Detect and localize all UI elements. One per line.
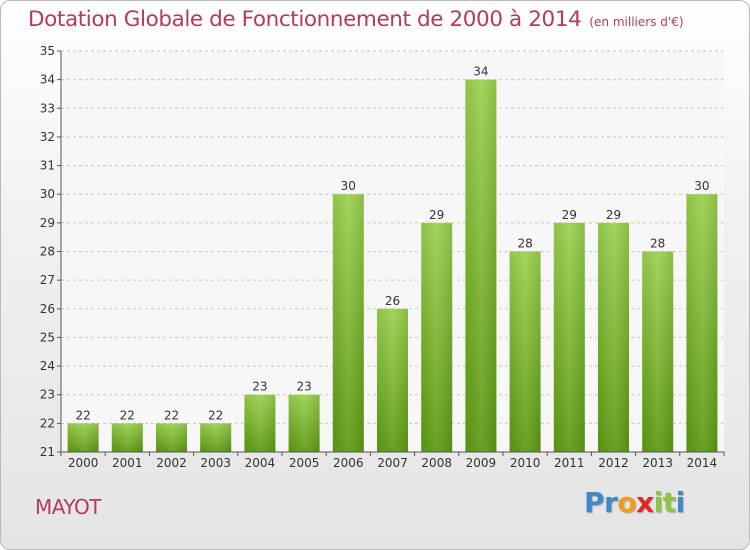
- bar-shade: [67, 423, 99, 452]
- bar-shade: [421, 222, 453, 452]
- bar-shade: [377, 308, 408, 452]
- x-tick-label: 2006: [333, 456, 364, 470]
- data-label: 22: [75, 408, 90, 422]
- x-tick-label: 2003: [200, 456, 231, 470]
- bar-shade: [553, 222, 585, 452]
- data-label: 34: [473, 65, 488, 79]
- commune-name: MAYOT: [35, 495, 101, 519]
- x-tick-label: 2005: [289, 456, 320, 470]
- x-tick-label: 2013: [642, 456, 673, 470]
- y-tick-label: 22: [40, 416, 55, 430]
- y-tick-label: 30: [40, 187, 55, 201]
- y-tick-label: 27: [40, 273, 55, 287]
- data-label: 29: [606, 208, 621, 222]
- chart-units: (en milliers d'€): [589, 15, 684, 29]
- bar-shade: [200, 423, 232, 452]
- y-tick-label: 29: [40, 216, 55, 230]
- data-label: 30: [341, 179, 356, 193]
- x-tick-label: 2007: [377, 456, 408, 470]
- chart-title: Dotation Globale de Fonctionnement de 20…: [28, 7, 684, 32]
- data-label: 26: [385, 294, 400, 308]
- x-tick-label: 2014: [687, 456, 718, 470]
- bar-shade: [465, 79, 497, 453]
- y-tick-label: 26: [40, 302, 55, 316]
- bar-shade: [332, 194, 364, 452]
- data-label: 29: [429, 208, 444, 222]
- data-label: 22: [164, 408, 179, 422]
- bar-shade: [111, 423, 143, 452]
- x-tick-label: 2001: [112, 456, 143, 470]
- bar-shade: [156, 423, 187, 452]
- x-tick-label: 2009: [466, 456, 497, 470]
- x-tick-label: 2011: [554, 456, 585, 470]
- x-tick-label: 2002: [156, 456, 187, 470]
- bar-shade: [288, 394, 320, 452]
- y-tick-label: 21: [40, 445, 55, 459]
- bar-shade: [642, 251, 674, 452]
- data-label: 29: [562, 208, 577, 222]
- data-label: 28: [650, 237, 665, 251]
- data-label: 30: [694, 179, 709, 193]
- data-label: 22: [120, 408, 135, 422]
- y-tick-label: 24: [40, 359, 55, 373]
- y-tick-label: 31: [40, 159, 55, 173]
- x-tick-label: 2010: [510, 456, 541, 470]
- bar-shade: [598, 222, 629, 452]
- data-label: 23: [296, 380, 311, 394]
- data-label: 28: [517, 237, 532, 251]
- x-tick-label: 2008: [421, 456, 452, 470]
- data-label: 22: [208, 408, 223, 422]
- proxiti-logo: Proxiti: [584, 486, 685, 519]
- bar-shade: [244, 394, 276, 452]
- bar-shade: [509, 251, 541, 452]
- x-tick-label: 2012: [598, 456, 629, 470]
- y-tick-label: 25: [40, 330, 55, 344]
- bar-shade: [686, 194, 718, 452]
- y-tick-label: 28: [40, 245, 55, 259]
- y-tick-label: 33: [40, 101, 55, 115]
- y-tick-label: 23: [40, 388, 55, 402]
- y-tick-label: 34: [40, 73, 55, 87]
- y-tick-label: 35: [40, 44, 55, 58]
- y-tick-label: 32: [40, 130, 55, 144]
- data-label: 23: [252, 380, 267, 394]
- x-tick-label: 2000: [68, 456, 99, 470]
- x-tick-label: 2004: [245, 456, 276, 470]
